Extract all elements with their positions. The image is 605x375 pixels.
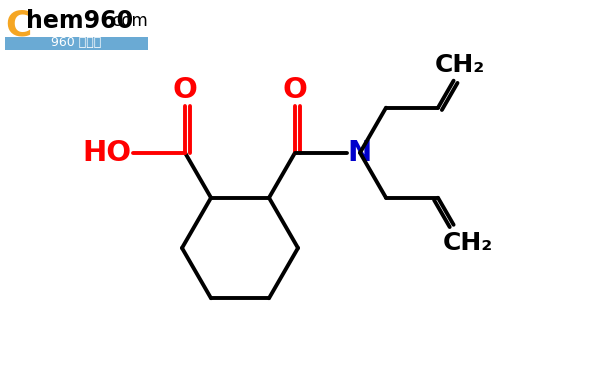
Text: hem960: hem960: [26, 9, 133, 33]
Text: HO: HO: [82, 139, 131, 167]
Text: C: C: [5, 8, 31, 42]
Text: 960 化工网: 960 化工网: [51, 36, 101, 50]
Text: .com: .com: [107, 12, 148, 30]
Text: N: N: [348, 139, 372, 167]
Text: O: O: [283, 76, 307, 104]
FancyBboxPatch shape: [5, 37, 148, 50]
Text: CH₂: CH₂: [442, 231, 492, 255]
FancyBboxPatch shape: [3, 3, 151, 51]
Text: O: O: [172, 76, 197, 104]
Text: CH₂: CH₂: [434, 53, 485, 76]
